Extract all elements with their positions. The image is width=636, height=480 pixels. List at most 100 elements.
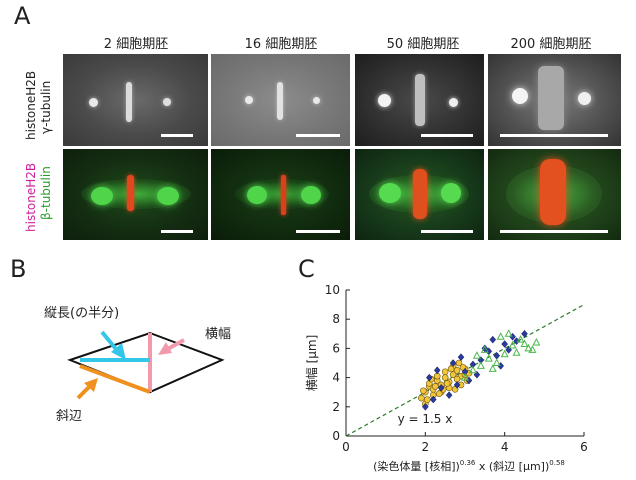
x-tick-label: 6: [580, 440, 588, 454]
y-tick-label: 10: [325, 283, 340, 297]
data-point-triangle: [488, 364, 497, 372]
data-point-circle: [447, 365, 455, 373]
y-tick-label: 0: [332, 429, 340, 443]
centrosome: [449, 98, 458, 107]
data-point-triangle: [520, 339, 529, 348]
chromosomes: [277, 82, 283, 120]
y-tick-label: 6: [332, 341, 340, 355]
data-point-triangle: [460, 373, 470, 381]
data-point-diamond: [473, 370, 481, 379]
data-point-diamond: [425, 373, 433, 382]
data-point-diamond: [433, 366, 441, 375]
centrosome: [163, 98, 171, 106]
data-point-diamond: [521, 329, 528, 338]
spindle-pole: [91, 187, 113, 205]
scale-bar: [500, 134, 608, 137]
centrosome: [378, 94, 391, 107]
column-label-50-cell: 50 細胞期胚: [386, 37, 460, 52]
centrosome: [313, 97, 320, 104]
data-point-triangle: [512, 348, 521, 356]
micrograph-200cell-gray: [488, 54, 621, 146]
hypotenuse-label: 斜辺: [56, 409, 82, 424]
centrosome: [512, 88, 528, 104]
column-label-200-cell: 200 細胞期胚: [510, 37, 592, 52]
data-point-triangle: [524, 343, 533, 352]
data-point-diamond: [469, 360, 477, 369]
spindle-geometry-diagram: 縦長(の半分) 横幅 斜辺: [44, 306, 231, 424]
chromosomes: [126, 82, 132, 122]
y-tick-label: 4: [332, 371, 340, 385]
width-label: 横幅: [205, 327, 231, 342]
data-point-triangle: [504, 329, 513, 337]
x-axis-label: (染色体量 [核相])0.36 x (斜辺 [µm])0.58: [373, 459, 565, 473]
data-point-circle: [420, 387, 427, 395]
data-point-diamond: [457, 353, 465, 362]
x-label-part-2: x (斜辺 [µm]): [475, 460, 549, 473]
width-arrowhead: [158, 342, 172, 355]
panel-b-letter: B: [10, 255, 27, 283]
centrosome: [578, 92, 591, 105]
half-length-label: 縦長(の半分): [44, 306, 119, 321]
x-tick-label: 0: [342, 440, 350, 454]
centrosome: [245, 96, 253, 104]
x-tick-label: 2: [422, 440, 430, 454]
spindle-pole: [157, 187, 179, 205]
scale-bar: [161, 230, 193, 233]
data-point-diamond: [445, 391, 453, 400]
data-point-diamond: [422, 402, 429, 411]
x-label-exponent-1: 0.36: [460, 459, 476, 467]
micrograph-50cell-gray: [355, 54, 484, 146]
data-point-diamond: [453, 381, 461, 389]
chromosomes: [127, 175, 134, 211]
scale-bar: [296, 230, 340, 233]
panel-c-letter: C: [298, 255, 315, 283]
data-point-triangle: [516, 335, 525, 343]
chromosomes: [415, 74, 425, 126]
data-point-circle: [418, 394, 425, 402]
data-point-triangle: [480, 345, 489, 353]
spindle-pole: [441, 183, 461, 203]
fit-label: y = 1.5 x: [398, 412, 453, 426]
y-axis-label: 横幅 [µm]: [304, 335, 319, 392]
micrograph-50cell-color: [355, 149, 484, 240]
micrograph-2cell-color: [63, 149, 208, 240]
data-point-circle: [443, 380, 451, 387]
chromosomes: [281, 175, 286, 215]
data-point-triangle: [472, 351, 481, 359]
spindle-pole: [301, 186, 321, 204]
chromosomes: [538, 66, 564, 130]
data-point-triangle: [528, 345, 537, 353]
data-point-circle: [435, 390, 443, 397]
panel-a-letter: A: [14, 2, 31, 30]
data-point-diamond: [493, 351, 501, 360]
half-length-arrowhead: [111, 343, 126, 360]
data-point-diamond: [437, 383, 445, 392]
hypotenuse-line: [79, 364, 151, 394]
row2-label-histone: histoneH2B: [24, 162, 38, 232]
column-label-2-cell: 2 細胞期胚: [103, 37, 169, 52]
data-point-triangle: [468, 365, 477, 374]
y-tick-label: 8: [332, 312, 340, 326]
data-point-circle: [449, 371, 457, 378]
data-point-diamond: [501, 340, 508, 348]
data-point-triangle: [532, 337, 541, 346]
scale-bar: [161, 134, 193, 137]
scale-bar: [500, 230, 608, 233]
y-tick-label: 2: [332, 400, 340, 414]
chromosomes: [540, 159, 566, 225]
row2-label-beta-tubulin: β-tubulin: [39, 166, 53, 220]
data-point-diamond: [489, 335, 497, 344]
data-point-diamond: [429, 395, 437, 404]
spindle-pole: [247, 186, 267, 204]
micrograph-200cell-color: [488, 149, 621, 240]
x-label-exponent-2: 0.58: [549, 459, 565, 467]
scale-bar: [421, 230, 473, 233]
hypotenuse-arrowhead: [84, 378, 98, 392]
data-point-triangle: [484, 354, 493, 362]
micrograph-16cell-gray: [211, 54, 350, 146]
x-tick-label: 4: [501, 440, 509, 454]
data-point-triangle: [492, 358, 501, 366]
x-label-part-1: (染色体量 [核相]): [373, 459, 460, 473]
chromosomes: [413, 169, 427, 219]
